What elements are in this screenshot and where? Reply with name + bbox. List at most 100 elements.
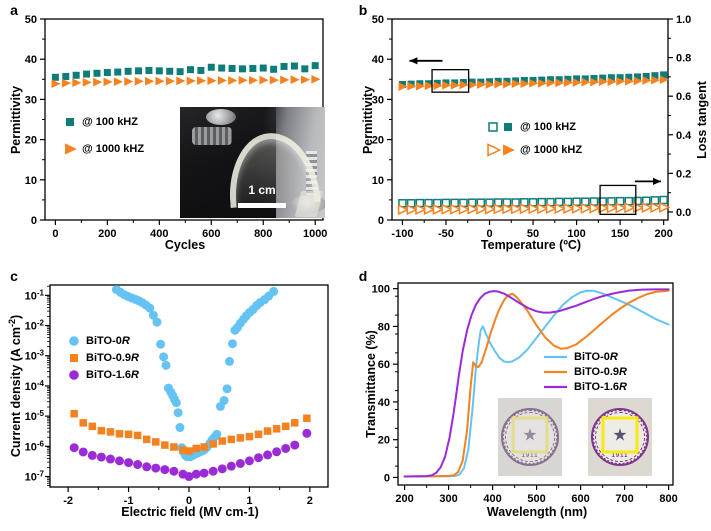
- svg-text:600: 600: [202, 228, 220, 240]
- svg-text:0: 0: [186, 495, 192, 507]
- series-permittivity-1000-khz: [398, 75, 669, 91]
- panel-label-c: c: [10, 268, 18, 284]
- legend-item-a-1: @ 1000 kHZ: [62, 142, 144, 156]
- panel-d-plot: 200 300 400 500 600 700 800 0 20 40 60 80 100: [372, 282, 678, 505]
- svg-text:-50: -50: [438, 228, 454, 240]
- svg-text:200: 200: [395, 493, 413, 505]
- svg-text:10: 10: [25, 175, 37, 187]
- series--1000-khz: [51, 74, 321, 89]
- screw-icon: [206, 109, 236, 125]
- legend-marker-icon: [544, 370, 567, 374]
- yellow-highlight-box: [511, 416, 549, 454]
- svg-text:200: 200: [654, 228, 672, 240]
- bolt-icon: [306, 151, 317, 197]
- axis-label-permittivity-b: Permittivity: [361, 85, 375, 155]
- series-bito-1-6r: [69, 428, 312, 482]
- legend-item-d-2: BiTO-1.6R: [543, 380, 627, 394]
- svg-text:0: 0: [378, 215, 384, 227]
- svg-text:0.8: 0.8: [676, 53, 691, 65]
- seal-photo-right: ★ 1911: [588, 398, 652, 476]
- svg-text:20: 20: [25, 135, 37, 147]
- svg-text:100: 100: [567, 228, 585, 240]
- legend-item-c-2: BiTO-1.6R: [66, 368, 139, 382]
- svg-text:500: 500: [527, 493, 545, 505]
- axis-label-transmittance: Transmittance (%): [364, 330, 378, 438]
- svg-text:0: 0: [384, 472, 390, 484]
- svg-text:0: 0: [52, 228, 58, 240]
- svg-text:150: 150: [611, 228, 629, 240]
- legend-marker-icon: [487, 143, 515, 157]
- svg-text:700: 700: [615, 493, 633, 505]
- panel-label-d: d: [358, 268, 368, 284]
- svg-text:300: 300: [439, 493, 457, 505]
- axis-label-wavelength: Wavelength (nm): [486, 505, 588, 519]
- legend-marker-icon: [66, 118, 74, 126]
- legend-label: BiTO-0R: [574, 351, 618, 363]
- legend-item-c-0: BiTO-0R: [66, 334, 130, 348]
- legend-item-d-0: BiTO-0R: [543, 350, 618, 364]
- series-bito-0-9r: [403, 289, 670, 478]
- svg-text:200: 200: [98, 228, 116, 240]
- legend-label: BiTO-0R: [86, 335, 130, 347]
- svg-text:20: 20: [378, 435, 390, 447]
- legend-label: BiTO-0.9R: [86, 352, 139, 364]
- svg-text:20: 20: [372, 135, 384, 147]
- legend-item-c-1: BiTO-0.9R: [66, 351, 139, 365]
- svg-text:10-6: 10-6: [25, 439, 45, 453]
- svg-text:50: 50: [372, 14, 384, 26]
- svg-text:10-3: 10-3: [25, 349, 45, 363]
- svg-text:-2: -2: [63, 495, 73, 507]
- svg-text:10-7: 10-7: [25, 470, 45, 484]
- svg-text:100: 100: [372, 284, 390, 296]
- series-bito-1-6r: [403, 288, 670, 478]
- legend-label: @ 100 kHZ: [82, 116, 138, 128]
- current-density-close: ): [9, 314, 24, 320]
- svg-text:60: 60: [378, 359, 390, 371]
- series-bito-0-9r: [70, 409, 311, 455]
- svg-text:10-2: 10-2: [25, 319, 45, 333]
- legend-marker-icon: [69, 336, 79, 346]
- series-bito-0r: [403, 289, 670, 478]
- axis-label-loss-tangent: Loss tangent: [695, 81, 709, 159]
- panel-c-plot: -2 -1 0 1 2 10-1 10-2 10-3 10-4 10-5 10-6 10-7: [25, 284, 329, 507]
- legend-label: @ 1000 kHZ: [82, 143, 145, 155]
- svg-text:0.6: 0.6: [676, 91, 691, 103]
- svg-text:30: 30: [25, 94, 37, 106]
- legend-marker-icon: [69, 370, 79, 380]
- panel-b-plot: -100 -50 0 50 100 150 200 0 10 20 30 40 50 0.0 0.2 0.4 0…: [372, 14, 692, 240]
- svg-text:-100: -100: [391, 228, 413, 240]
- seal-photo-left: ★ 1911: [498, 398, 562, 476]
- svg-text:0.0: 0.0: [676, 207, 691, 219]
- legend-marker-icon: [70, 354, 78, 362]
- legend-item-b-1: @ 1000 kHZ: [485, 143, 582, 157]
- svg-text:0: 0: [486, 228, 492, 240]
- axis-label-temperature: Temperature (ºC): [480, 238, 582, 252]
- svg-text:0.4: 0.4: [676, 130, 692, 142]
- svg-text:40: 40: [378, 397, 390, 409]
- clamp-shadow: [180, 107, 276, 218]
- legend-marker-icon: [65, 143, 77, 155]
- legend-item-d-1: BiTO-0.9R: [543, 365, 627, 379]
- axis-label-permittivity-a: Permittivity: [9, 85, 23, 155]
- svg-text:400: 400: [483, 493, 501, 505]
- svg-text:400: 400: [150, 228, 168, 240]
- legend-label: BiTO-1.6R: [86, 369, 139, 381]
- series--100-khz: [51, 62, 319, 81]
- seal-year: 1911: [521, 453, 539, 459]
- current-density-sup: -2: [6, 319, 17, 328]
- series-loss-tangent-1000-khz: [397, 201, 671, 216]
- legend-item-b-0: @ 100 kHZ: [485, 120, 576, 134]
- svg-text:600: 600: [571, 493, 589, 505]
- svg-text:10: 10: [372, 175, 384, 187]
- legend-item-a-0: @ 100 kHZ: [62, 115, 138, 129]
- svg-text:1.0: 1.0: [676, 14, 691, 26]
- yellow-highlight-box: [601, 416, 639, 454]
- legend-marker-icon: [488, 122, 512, 132]
- axis-label-cycles: Cycles: [164, 238, 206, 252]
- panel-a-plot: 0 200 400 600 800 1000 0 10 20 30 40 50: [25, 14, 328, 240]
- svg-text:50: 50: [25, 14, 37, 26]
- legend-label: BiTO-0.9R: [574, 366, 627, 378]
- svg-text:30: 30: [372, 94, 384, 106]
